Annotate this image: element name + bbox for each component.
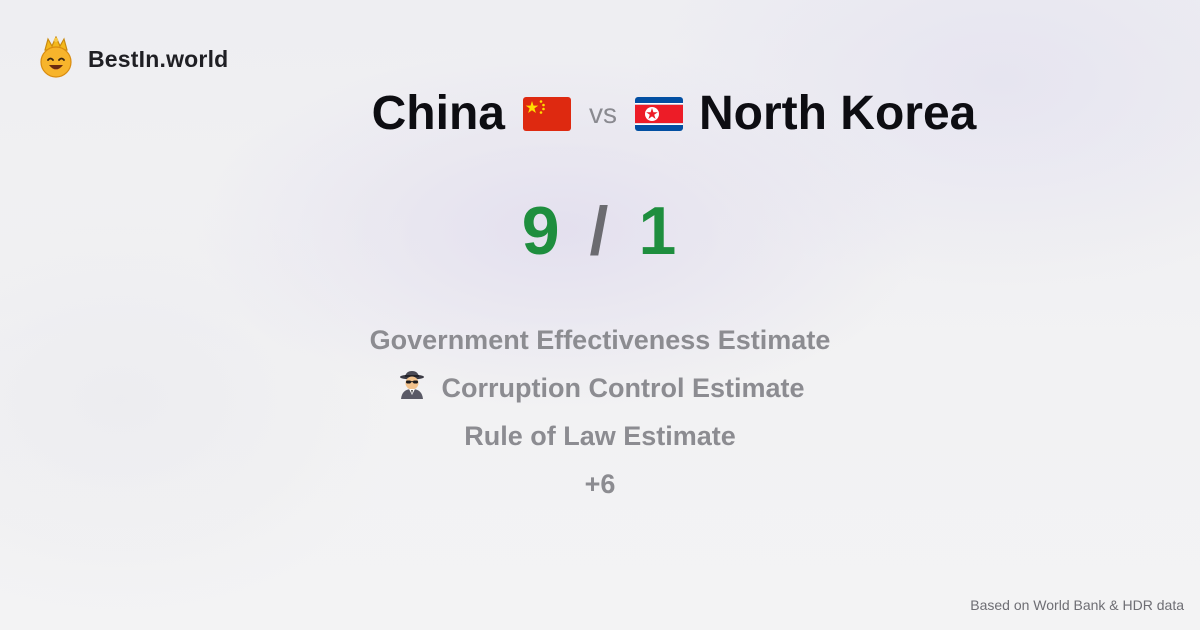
comparison-heading: China vs North Korea xyxy=(0,86,1200,141)
right-score: 1 xyxy=(638,193,679,269)
right-country: North Korea xyxy=(698,87,977,140)
north-korea-flag-icon xyxy=(634,96,683,131)
metric-item: Government Effectiveness Estimate xyxy=(0,316,1200,364)
left-score: 9 xyxy=(521,193,562,269)
score: 9 / 1 xyxy=(0,192,1200,270)
crown-smiley-icon xyxy=(38,35,74,83)
china-flag-icon xyxy=(522,96,571,131)
more-count: +6 xyxy=(0,460,1200,508)
metric-label: Rule of Law Estimate xyxy=(464,421,736,451)
score-separator: / xyxy=(589,193,611,269)
metric-item: Rule of Law Estimate xyxy=(0,412,1200,460)
left-country: China xyxy=(371,87,505,140)
data-source-note: Based on World Bank & HDR data xyxy=(970,597,1184,613)
more-count-label: +6 xyxy=(584,469,616,499)
vs-label: vs xyxy=(588,97,617,129)
brand-name: BestIn.world xyxy=(88,46,229,72)
spy-icon xyxy=(396,368,428,409)
brand[interactable]: BestIn.world xyxy=(38,35,229,83)
metric-label: Government Effectiveness Estimate xyxy=(369,325,831,355)
metric-label: Corruption Control Estimate xyxy=(441,373,805,403)
metrics-list: Government Effectiveness Estimate Corrup… xyxy=(0,316,1200,508)
metric-item: Corruption Control Estimate xyxy=(0,364,1200,412)
